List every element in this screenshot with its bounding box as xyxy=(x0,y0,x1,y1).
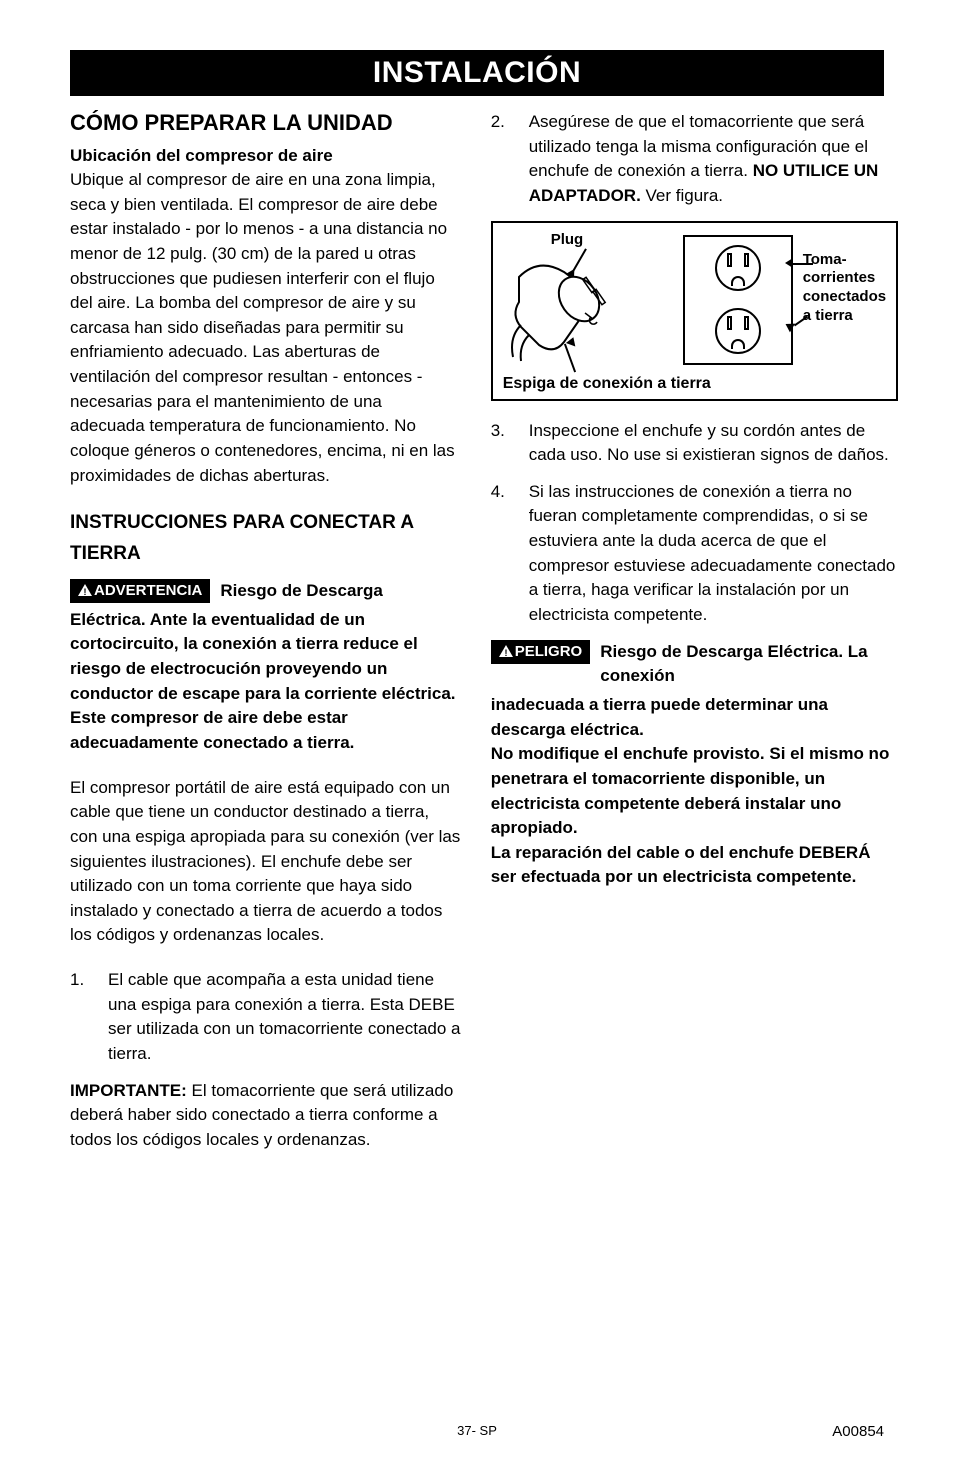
advertencia-label: ADVERTENCIA xyxy=(94,582,202,599)
importante-label: IMPORTANTE: xyxy=(70,1081,187,1100)
li2-post: Ver figura. xyxy=(641,186,723,205)
warning-triangle-icon: ! xyxy=(78,583,92,600)
doc-id: A00854 xyxy=(832,1423,884,1440)
diagram-toma-label: Toma-corrientesconectadosa tierra xyxy=(803,251,886,326)
diagram-plug-label: Plug xyxy=(551,231,584,248)
left-column: CÓMO PREPARAR LA UNIDAD Ubicación del co… xyxy=(70,110,461,1153)
outlet-panel-icon xyxy=(683,235,793,365)
peligro-label: PELIGRO xyxy=(515,643,583,660)
plug-icon xyxy=(509,247,639,367)
wiring-diagram: Plug xyxy=(491,221,898,401)
list-body-1: El cable que acompaña a esta unidad tien… xyxy=(108,968,461,1067)
warning-triangle-icon: ! xyxy=(499,644,513,661)
arrow-icon xyxy=(785,258,793,268)
page-number: 37- SP xyxy=(457,1423,497,1438)
right-column: 2. Asegúrese de que el tomacorriente que… xyxy=(491,110,898,1153)
list-body-2: Asegúrese de que el tomacorriente que se… xyxy=(529,110,898,209)
advertencia-tail: Riesgo de Descarga xyxy=(220,579,460,604)
list-item-2: 2. Asegúrese de que el tomacorriente que… xyxy=(491,110,898,209)
list-number-4: 4. xyxy=(491,480,507,628)
page-footer: 37- SP A00854 xyxy=(0,1423,954,1440)
importante-paragraph: IMPORTANTE: El tomacorriente que será ut… xyxy=(70,1079,461,1153)
list-item-3: 3. Inspeccione el enchufe y su cordón an… xyxy=(491,419,898,468)
heading-ubicacion: Ubicación del compresor de aire xyxy=(70,146,461,166)
ubicacion-body: Ubique al compresor de aire en una zona … xyxy=(70,168,461,488)
list-item-1: 1. El cable que acompaña a esta unidad t… xyxy=(70,968,461,1067)
portable-body: El compresor portátil de aire está equip… xyxy=(70,776,461,948)
peligro-callout: ! PELIGRO Riesgo de Descarga Eléctrica. … xyxy=(491,640,898,689)
peligro-badge: ! PELIGRO xyxy=(491,640,591,664)
outlet-icon xyxy=(715,245,761,291)
svg-text:!: ! xyxy=(84,587,87,596)
heading-instrucciones: INSTRUCCIONES PARA CONECTAR A TIERRA xyxy=(70,508,461,569)
advertencia-badge: ! ADVERTENCIA xyxy=(70,579,210,603)
list-body-4: Si las instrucciones de conexión a tierr… xyxy=(529,480,898,628)
peligro-body: inadecuada a tierra puede determinar una… xyxy=(491,693,898,890)
two-column-layout: CÓMO PREPARAR LA UNIDAD Ubicación del co… xyxy=(70,110,884,1153)
diagram-espiga-label: Espiga de conexión a tierra xyxy=(503,375,711,393)
diagram-inner: Plug xyxy=(503,235,886,365)
list-body-3: Inspeccione el enchufe y su cordón antes… xyxy=(529,419,898,468)
list-item-4: 4. Si las instrucciones de conexión a ti… xyxy=(491,480,898,628)
heading-preparar: CÓMO PREPARAR LA UNIDAD xyxy=(70,110,461,136)
list-number-1: 1. xyxy=(70,968,86,1067)
advertencia-body: Eléctrica. Ante la eventualidad de un co… xyxy=(70,608,461,756)
advertencia-callout: ! ADVERTENCIA Riesgo de Descarga xyxy=(70,579,461,604)
peligro-tail: Riesgo de Descarga Eléctrica. La conexió… xyxy=(600,640,897,689)
outlet-icon xyxy=(715,308,761,354)
list-number-2: 2. xyxy=(491,110,507,209)
list-number-3: 3. xyxy=(491,419,507,468)
section-banner: INSTALACIÓN xyxy=(70,50,884,96)
svg-text:!: ! xyxy=(504,648,507,657)
